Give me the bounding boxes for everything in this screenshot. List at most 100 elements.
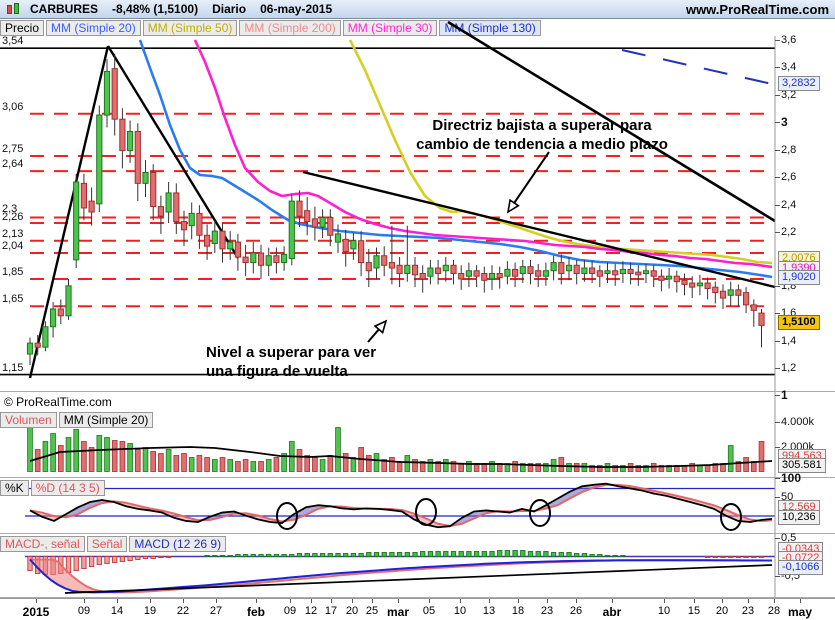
right-axis-label: 3 <box>781 115 788 129</box>
macd-histogram-bar <box>119 556 126 562</box>
macd-histogram-bar <box>435 551 441 557</box>
right-axis-label: 2.000k <box>781 441 815 453</box>
axis-tick <box>775 538 780 539</box>
volume-bar <box>242 459 249 472</box>
macd-histogram-bar <box>443 551 449 557</box>
time-axis-label: 10 <box>657 605 671 617</box>
volume-bar <box>573 463 580 472</box>
macd-histogram-bar <box>743 556 749 558</box>
axis-tick <box>775 67 780 68</box>
time-axis-label: 19 <box>143 605 157 617</box>
candle-body <box>627 268 634 274</box>
volume-indicator-box[interactable]: Volumen <box>0 412 57 428</box>
stoch-indicator-box[interactable]: %D (14 3 5) <box>30 480 105 496</box>
macd-histogram-bar <box>250 554 256 557</box>
macd-histogram-bar <box>704 556 711 558</box>
macd-histogram-bar <box>466 551 472 557</box>
price-indicator-box[interactable]: MM (Simple 50) <box>142 20 238 36</box>
candle-body <box>111 68 118 120</box>
volume-bar <box>350 457 357 472</box>
macd-histogram-bar <box>27 556 33 571</box>
volume-bar <box>165 449 172 472</box>
volume-bar <box>689 463 695 472</box>
time-axis-label: 26 <box>569 605 583 617</box>
stoch-fill <box>726 509 738 521</box>
volume-bar <box>620 465 626 472</box>
proRealTime-link[interactable]: www.ProRealTime.com <box>685 1 829 17</box>
volume-bar <box>704 465 711 472</box>
time-axis-tick <box>372 599 373 603</box>
stoch-fill <box>462 511 474 524</box>
volume-bar <box>404 455 411 472</box>
volume-bar <box>88 447 95 472</box>
price-indicator-box[interactable]: MM (Simple 200) <box>239 20 341 36</box>
price-legend-row: Precio MM (Simple 20) MM (Simple 50) MM (Si… <box>0 20 541 36</box>
time-axis-label: 10 <box>453 605 467 617</box>
candle-body <box>319 217 326 228</box>
macd-histogram-bar <box>165 556 172 558</box>
macd-histogram-bar <box>158 556 164 558</box>
volume-bar <box>727 445 734 472</box>
panel-separator <box>0 597 835 598</box>
macd-histogram-bar <box>296 553 303 557</box>
macd-histogram-bar <box>497 550 503 557</box>
price-indicator-box[interactable]: Precio <box>0 20 45 36</box>
time-axis[interactable]: 2015 09 14 19 22 27 feb 09 12 17 20 25 mar 05 10 13 18 23… <box>0 598 835 620</box>
price-indicator-box[interactable]: MM (Simple 20) <box>46 20 141 36</box>
volume-bar <box>520 463 526 472</box>
time-axis-tick <box>518 599 519 603</box>
candle-body <box>350 240 357 250</box>
macd-indicator-box[interactable]: MACD-, señal <box>0 536 85 552</box>
candle-body <box>727 289 734 296</box>
macd-indicator-box[interactable]: MACD (12 26 9) <box>129 536 227 552</box>
volume-bar <box>158 453 164 472</box>
time-axis-label: 20 <box>715 605 729 617</box>
volume-bar <box>81 441 87 472</box>
volume-bar <box>142 447 149 472</box>
volume-ma-line <box>29 446 773 468</box>
time-axis-tick <box>256 599 257 603</box>
candle-body <box>573 264 580 274</box>
time-axis-tick <box>664 599 665 603</box>
time-axis-label: may <box>787 605 813 619</box>
volume-bar <box>50 433 56 472</box>
macd-histogram-bar <box>150 556 156 559</box>
candle-body <box>96 114 103 205</box>
price-indicator-box[interactable]: MM (Simple 30) <box>342 20 438 36</box>
candle-body <box>73 181 80 261</box>
candle-body <box>165 192 172 213</box>
macd-histogram-bar <box>581 553 588 557</box>
macd-histogram-bar <box>273 554 280 557</box>
macd-histogram-bar <box>358 553 364 557</box>
candle-body <box>288 200 295 259</box>
candle-body <box>150 171 157 208</box>
volume-bar <box>566 463 572 472</box>
medium-downtrend-line <box>302 170 776 289</box>
candle-body <box>388 262 395 269</box>
macd-histogram-bar <box>335 553 341 557</box>
macd-histogram-bar <box>427 551 434 557</box>
price-level-label: 2,3 <box>2 203 18 215</box>
stoch-cross-circle <box>415 498 437 526</box>
time-axis-label: 27 <box>209 605 223 617</box>
macd-trendline <box>64 564 773 594</box>
candle-body <box>458 272 465 280</box>
axis-value-box: 1,9020 <box>778 270 820 285</box>
candle-body <box>619 268 626 274</box>
macd-histogram-bar <box>535 551 541 557</box>
macd-indicator-box[interactable]: Señal <box>86 536 128 552</box>
macd-histogram-bar <box>604 555 611 557</box>
volume-indicator-box[interactable]: MM (Simple 20) <box>58 412 154 428</box>
candle-body <box>565 264 573 272</box>
volume-bar <box>173 455 180 472</box>
macd-histogram-bar <box>589 554 595 557</box>
macd-fill <box>72 575 79 592</box>
candle-body <box>342 238 349 253</box>
price-level-label: 3,54 <box>2 35 24 47</box>
candle-body <box>735 289 742 296</box>
volume-bar <box>296 449 303 472</box>
candle-body <box>596 270 603 277</box>
stoch-indicator-box[interactable]: %K <box>0 480 29 496</box>
volume-bar <box>265 459 272 472</box>
volume-bar <box>758 441 765 472</box>
